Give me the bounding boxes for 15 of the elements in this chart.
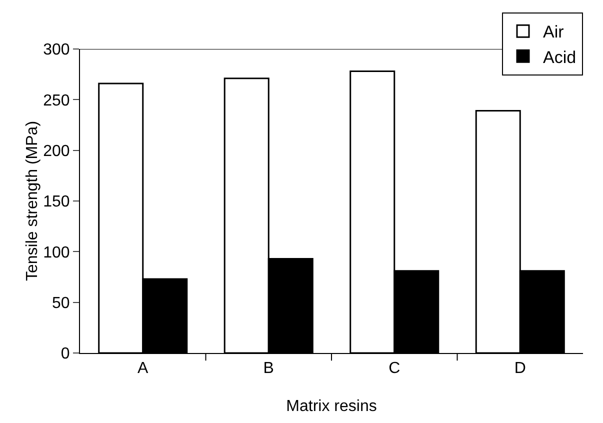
y-tick-label: 0 <box>60 346 70 363</box>
x-tick-label: C <box>388 360 400 378</box>
x-tick-label: D <box>514 360 526 378</box>
x-axis-title: Matrix resins <box>286 398 377 415</box>
y-tick-label: 50 <box>52 294 70 312</box>
y-tick-label: 100 <box>43 244 70 262</box>
legend-label: Acid <box>543 48 576 67</box>
y-tick-label: 200 <box>43 142 70 160</box>
y-tick-label: 250 <box>43 92 70 110</box>
y-tick-label: 300 <box>43 42 70 59</box>
y-tick-label: 150 <box>43 194 70 211</box>
x-tick-label: A <box>138 360 149 378</box>
y-axis-title: Tensile strength (MPa) <box>24 120 42 282</box>
legend-label: Air <box>543 22 564 42</box>
x-tick-label: B <box>263 360 274 378</box>
